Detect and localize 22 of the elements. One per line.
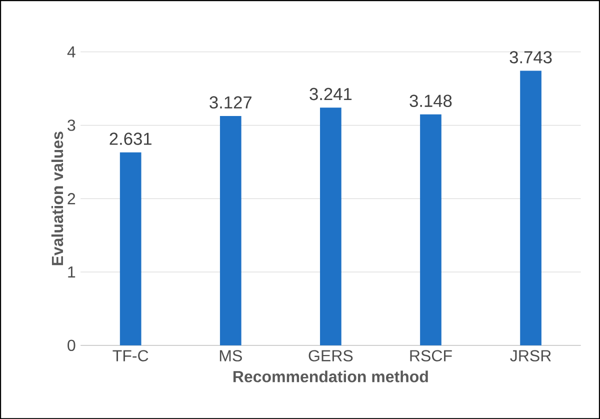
- bar: [320, 107, 342, 346]
- data-label: 2.631: [110, 132, 152, 145]
- bar: [220, 116, 242, 346]
- y-tick-label: 0: [68, 340, 76, 351]
- bar: [120, 152, 142, 346]
- y-tick-label: 1: [68, 266, 76, 278]
- x-tick-label: GERS: [308, 350, 353, 362]
- bar: [420, 114, 442, 346]
- x-tick-label: JRSR: [510, 350, 551, 362]
- data-label: 3.743: [510, 50, 552, 64]
- x-tick-label: MS: [220, 350, 242, 362]
- data-label: 3.148: [410, 94, 452, 107]
- x-axis-title: Recommendation method: [233, 370, 428, 382]
- y-tick-label: 2: [68, 192, 76, 204]
- data-label: 3.127: [210, 96, 252, 108]
- y-tick-label: 4: [67, 46, 76, 58]
- data-label: 3.241: [310, 88, 352, 100]
- bar: [520, 70, 542, 346]
- y-axis-title: Evaluation values: [51, 132, 64, 266]
- x-tick-label: RSCF: [410, 350, 452, 362]
- x-tick-label: TF-C: [112, 350, 148, 362]
- y-tick-label: 3: [68, 119, 76, 131]
